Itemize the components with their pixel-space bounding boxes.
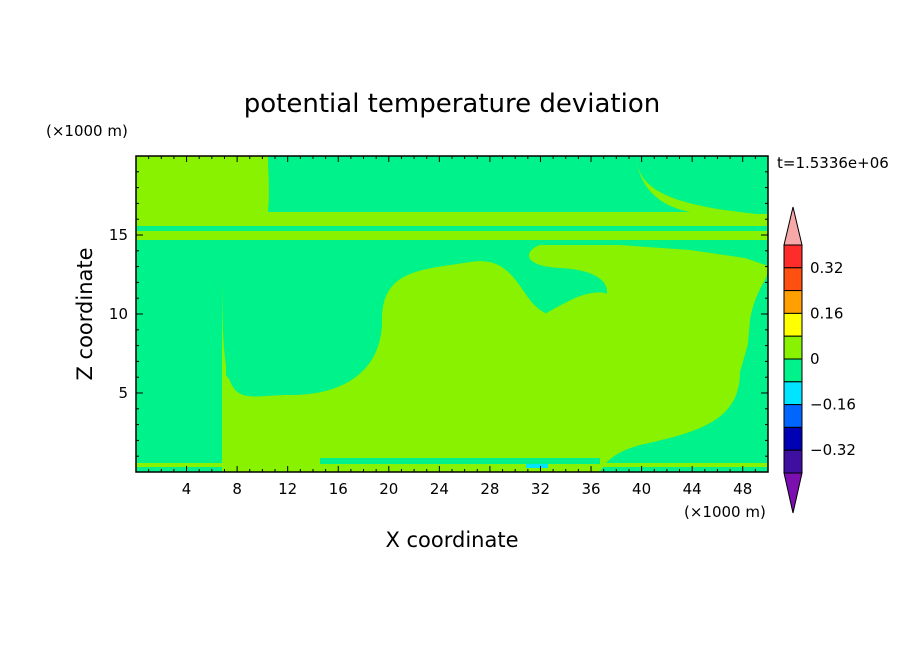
y-tick-label: 15	[109, 226, 128, 244]
colorbar-swatch	[783, 404, 803, 428]
colorbar-tick-label: −0.16	[810, 396, 856, 414]
bottom-strip-neg	[320, 458, 600, 464]
upper-band-2	[136, 226, 768, 231]
colorbar-top-triangle	[783, 206, 803, 246]
x-tick-label: 24	[430, 480, 449, 498]
field-negative-region-center	[226, 258, 382, 395]
colorbar-swatch	[783, 244, 803, 269]
upper-band-3	[136, 233, 768, 238]
chart-title: potential temperature deviation	[244, 89, 660, 119]
upper-negative-top	[268, 156, 690, 212]
colorbar: 0.32 0.16 0 −0.16 −0.32	[783, 206, 856, 514]
x-axis-title: X coordinate	[385, 528, 518, 552]
colorbar-swatch	[783, 290, 803, 314]
y-unit-label: (×1000 m)	[46, 122, 128, 140]
x-tick-label: 28	[480, 480, 499, 498]
field-positive-lobe	[318, 292, 740, 472]
colorbar-swatch	[783, 335, 803, 360]
x-tick-label: 40	[632, 480, 651, 498]
colorbar-swatch	[783, 267, 803, 292]
field-negative-region-left	[136, 240, 222, 472]
y-tick-label: 10	[109, 305, 128, 323]
y-tick-label: 5	[118, 384, 128, 402]
x-tick-label: 4	[182, 480, 192, 498]
colorbar-bottom-triangle	[783, 472, 803, 514]
x-tick-label: 36	[581, 480, 600, 498]
bottom-cyan-patch	[526, 464, 548, 468]
plot-area	[136, 156, 768, 472]
x-unit-label: (×1000 m)	[684, 503, 766, 521]
colorbar-tick-label: 0.32	[810, 259, 843, 277]
x-tick-label: 20	[379, 480, 398, 498]
x-tick-label: 12	[278, 480, 297, 498]
bottom-strip	[136, 463, 768, 467]
colorbar-swatch	[783, 358, 803, 383]
x-tick-label: 44	[683, 480, 702, 498]
colorbar-tick-label: −0.32	[810, 441, 856, 459]
time-label: t=1.5336e+06	[777, 154, 889, 172]
x-tick-label: 8	[232, 480, 242, 498]
field-negative-wedge	[600, 275, 768, 472]
colorbar-tick-label: 0	[810, 350, 820, 368]
x-tick-label: 32	[531, 480, 550, 498]
x-tick-label: 16	[329, 480, 348, 498]
y-axis-ticks: 5 10 15	[109, 171, 768, 457]
x-tick-label: 48	[733, 480, 752, 498]
colorbar-swatch	[783, 449, 803, 474]
y-axis-title: Z coordinate	[73, 247, 97, 380]
x-axis-ticks: 4 8 12 16 20 24 28 32 36 40 44 48	[148, 156, 756, 498]
upper-band-1	[136, 214, 768, 222]
colorbar-swatch	[783, 426, 803, 451]
colorbar-swatch	[783, 381, 803, 406]
colorbar-swatch	[783, 312, 803, 337]
colorbar-tick-label: 0.16	[810, 304, 843, 322]
